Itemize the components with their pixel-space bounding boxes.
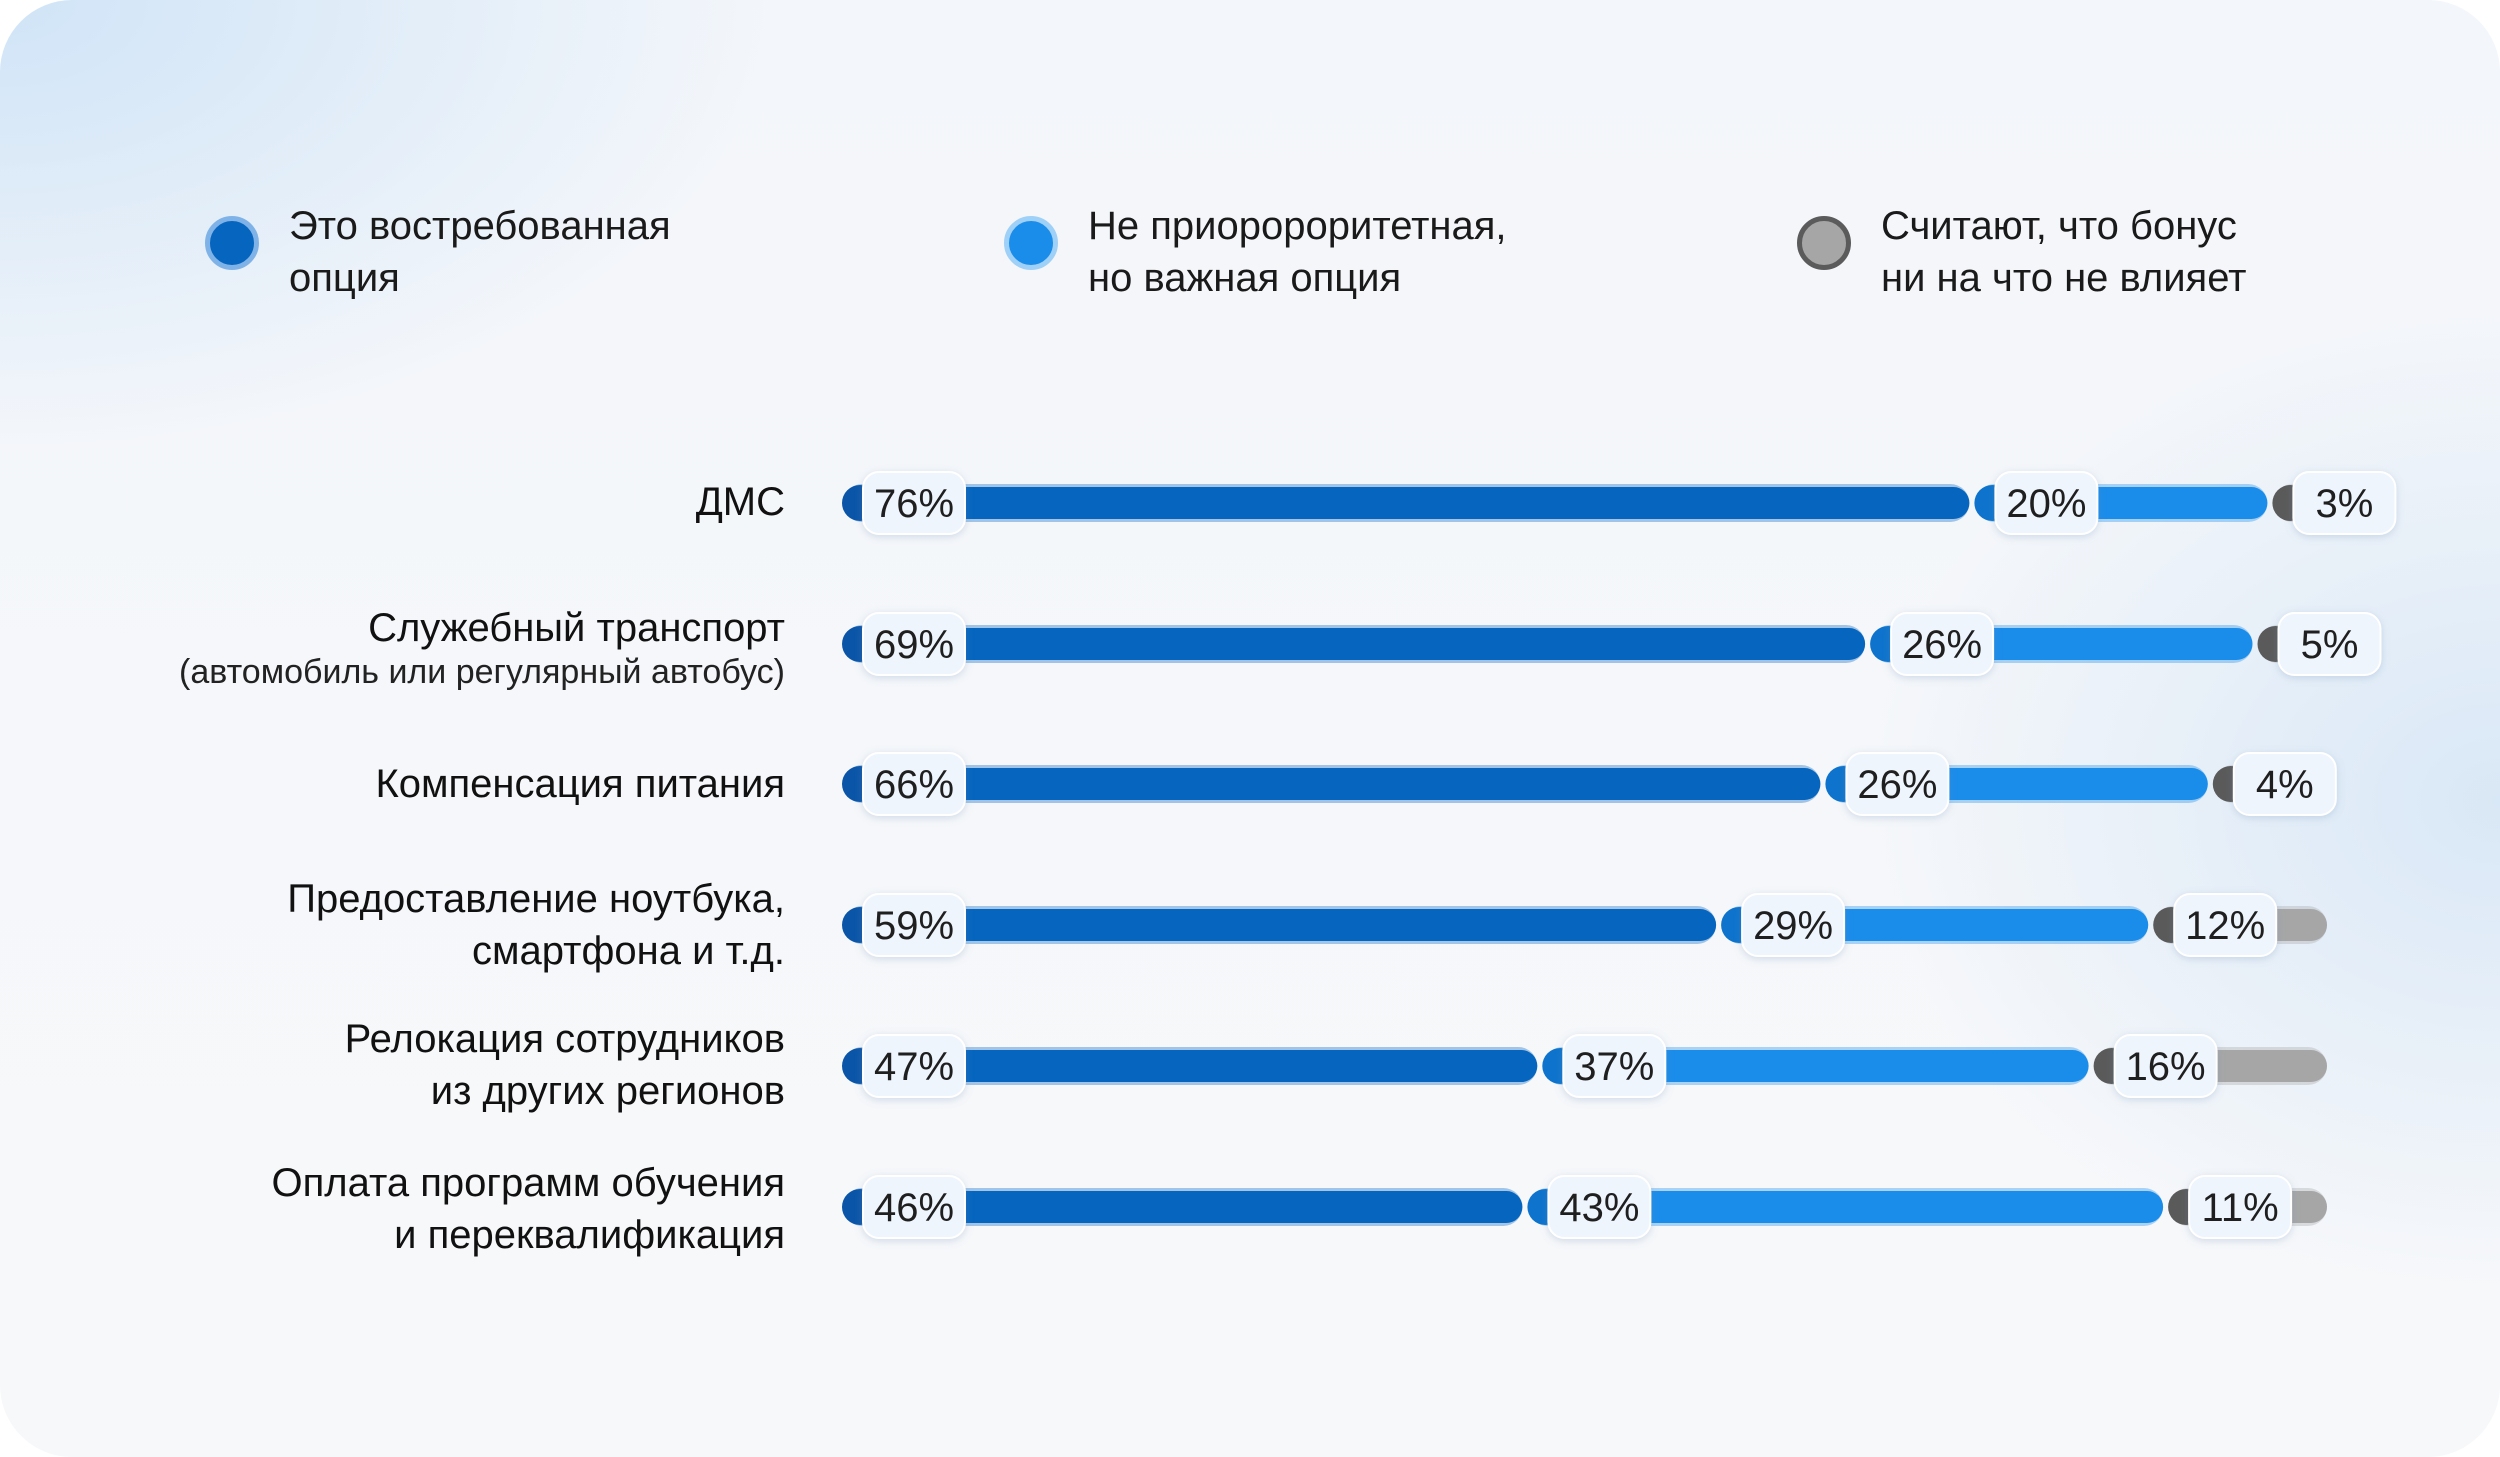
bar — [843, 909, 1717, 941]
value-label-bg — [1547, 1175, 1652, 1239]
bar-segment-transport-demanded: 69% — [842, 612, 1866, 676]
value-label-bg — [862, 1175, 966, 1239]
value-label-bg — [2188, 1175, 2293, 1239]
value-label: 29% — [1753, 904, 1833, 948]
bar-segment-transport-no-effect: 5% — [2257, 612, 2382, 676]
bar — [1528, 1191, 2164, 1223]
value-label-bg — [862, 612, 966, 676]
value-label-bg — [2277, 612, 2382, 676]
value-label: 20% — [2006, 482, 2086, 526]
bar-segment-devices-important: 29% — [1721, 893, 2149, 957]
value-label: 4% — [2256, 763, 2314, 807]
bar-segment-relocation-demanded: 47% — [842, 1034, 1538, 1098]
value-label-bg — [862, 1034, 966, 1098]
category-label-dms: ДМС — [695, 480, 785, 524]
value-label-bg — [1890, 612, 1995, 676]
legend-label-demanded: Это востребованная опция — [289, 204, 671, 300]
value-label: 66% — [874, 763, 954, 807]
value-label: 59% — [874, 904, 954, 948]
value-label-bg — [1994, 471, 2099, 535]
value-label: 76% — [874, 482, 954, 526]
bar-segment-meals-no-effect: 4% — [2212, 752, 2337, 816]
legend-label-important: Не приоророритетная, но важная опция — [1088, 204, 1507, 300]
bar-segment-training-no-effect: 11% — [2168, 1175, 2327, 1239]
dark-blue-circle-icon — [205, 216, 259, 270]
legend-item-no-effect: Считают, что бонус ни на что не влияет — [1797, 200, 2246, 304]
value-label-bg — [862, 471, 966, 535]
bar-segment-devices-no-effect: 12% — [2153, 893, 2327, 957]
category-label-training: Оплата программ обучения и переквалифика… — [271, 1161, 785, 1257]
bar-segment-relocation-no-effect: 16% — [2093, 1034, 2327, 1098]
bar — [1543, 1050, 2089, 1082]
value-label: 26% — [1857, 763, 1937, 807]
value-label: 3% — [2315, 482, 2373, 526]
value-label: 5% — [2301, 623, 2359, 667]
bar-segment-dms-demanded: 76% — [842, 471, 1970, 535]
value-label-bg — [862, 752, 966, 816]
value-label: 46% — [874, 1186, 954, 1230]
blue-circle-icon — [1004, 216, 1058, 270]
bar-segment-training-demanded: 46% — [842, 1175, 1523, 1239]
value-label-bg — [2173, 893, 2278, 957]
bar — [843, 487, 1970, 519]
category-label-devices: Предоставление ноутбука, смартфона и т.д… — [287, 877, 785, 973]
value-label: 11% — [2202, 1186, 2279, 1230]
bar-segment-training-important: 43% — [1527, 1175, 2164, 1239]
legend-item-demanded: Это востребованная опция — [205, 200, 671, 304]
value-label: 12% — [2185, 904, 2265, 948]
value-label-bg — [1741, 893, 1846, 957]
bar-segment-devices-demanded: 59% — [842, 893, 1717, 957]
bar — [843, 1050, 1538, 1082]
bar-segment-meals-demanded: 66% — [842, 752, 1821, 816]
value-label-bg — [2232, 752, 2337, 816]
value-label-bg — [1562, 1034, 1667, 1098]
bar — [843, 768, 1821, 800]
value-label: 47% — [874, 1045, 954, 1089]
value-label-bg — [1845, 752, 1950, 816]
bar-segment-meals-important: 26% — [1825, 752, 2208, 816]
category-note-transport: (автомобиль или регулярный автобус) — [179, 653, 785, 691]
bar-segment-dms-no-effect: 3% — [2272, 471, 2397, 535]
bar — [843, 628, 1866, 660]
category-label-meals: Компенсация питания — [375, 762, 785, 806]
value-label: 26% — [1902, 623, 1982, 667]
value-label: 37% — [1574, 1045, 1654, 1089]
gray-circle-icon — [1797, 216, 1851, 270]
value-label-bg — [2113, 1034, 2218, 1098]
bar — [843, 1191, 1523, 1223]
value-label: 16% — [2126, 1045, 2206, 1089]
bar-segment-transport-important: 26% — [1870, 612, 2253, 676]
legend-item-important: Не приоророритетная, но важная опция — [1004, 200, 1507, 304]
category-label-relocation: Релокация сотрудников из других регионов — [344, 1017, 785, 1113]
bar-segment-dms-important: 20% — [1974, 471, 2268, 535]
category-label-transport: Служебный транспорт — [368, 606, 785, 650]
legend-label-no-effect: Считают, что бонус ни на что не влияет — [1881, 204, 2247, 300]
value-label: 69% — [874, 623, 954, 667]
bar-segment-relocation-important: 37% — [1542, 1034, 2089, 1098]
value-label-bg — [862, 893, 966, 957]
value-label: 43% — [1559, 1186, 1639, 1230]
value-label-bg — [2292, 471, 2397, 535]
